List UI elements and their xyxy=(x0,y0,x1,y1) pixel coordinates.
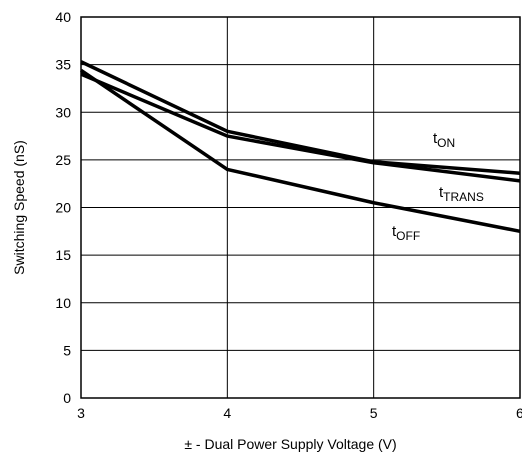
y-tick-label: 5 xyxy=(63,342,71,358)
x-tick-label: 4 xyxy=(223,405,231,421)
y-tick-label: 0 xyxy=(63,390,71,406)
series-label-on: tON xyxy=(433,130,455,150)
y-tick-label: 35 xyxy=(55,57,71,73)
y-tick-labels: 0 5 10 15 20 25 30 35 40 xyxy=(55,9,71,406)
series-line-trans xyxy=(80,72,521,183)
series-labels: tON tTRANS tOFF xyxy=(392,130,484,243)
series-line-on xyxy=(80,60,521,175)
y-tick-label: 25 xyxy=(55,152,71,168)
series-label-off: tOFF xyxy=(392,223,420,243)
series-lines xyxy=(80,60,521,234)
x-tick-label: 6 xyxy=(516,405,522,421)
x-tick-label: 3 xyxy=(77,405,85,421)
y-axis-label: Switching Speed (nS) xyxy=(11,140,27,275)
x-axis-label: ± - Dual Power Supply Voltage (V) xyxy=(184,436,396,452)
y-tick-label: 10 xyxy=(55,295,71,311)
x-tick-labels: 3 4 5 6 xyxy=(77,405,522,421)
series-label-trans: tTRANS xyxy=(439,184,484,204)
x-tick-label: 5 xyxy=(370,405,378,421)
y-tick-label: 15 xyxy=(55,247,71,263)
plot-frame xyxy=(80,16,521,399)
y-tick-label: 30 xyxy=(55,104,71,120)
y-tick-label: 40 xyxy=(55,9,71,25)
y-tick-label: 20 xyxy=(55,200,71,216)
grid-lines xyxy=(81,17,520,398)
series-line-off xyxy=(80,68,521,234)
